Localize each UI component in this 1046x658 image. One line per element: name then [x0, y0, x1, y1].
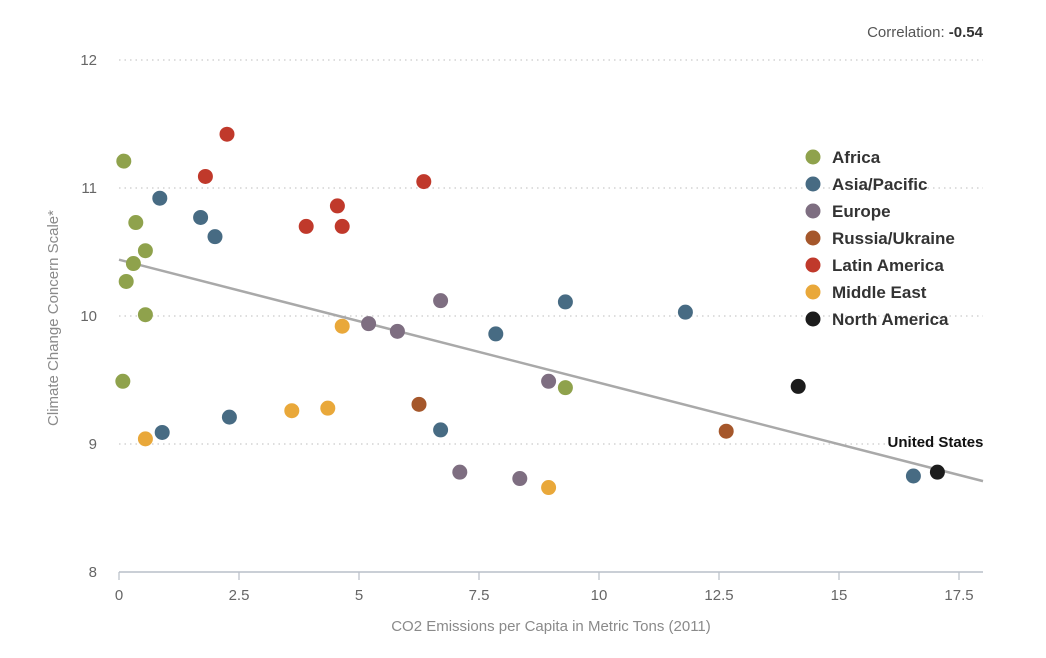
y-axis-title: Climate Change Concern Scale*: [45, 210, 62, 426]
legend-label-latin-america: Latin America: [832, 256, 944, 275]
legend-marker-africa: [805, 149, 821, 165]
legend-marker-latin-america: [805, 257, 821, 273]
correlation-label: Correlation:: [867, 24, 945, 41]
point-europe[interactable]: [389, 323, 405, 339]
x-tick-label: 15: [831, 587, 848, 604]
x-tick-label: 2.5: [229, 587, 250, 604]
x-tick-label: 10: [591, 587, 608, 604]
annotations: United States: [888, 434, 984, 451]
point-europe[interactable]: [512, 471, 528, 487]
legend-marker-europe: [805, 203, 821, 219]
trendline-group: [118, 258, 984, 483]
x-tick-labels: 0 2.5 5 7.5 10 12.5 15 17.5: [115, 572, 974, 604]
point-africa[interactable]: [125, 256, 141, 272]
y-tick-labels: 8 9 10 11 12: [80, 52, 97, 581]
legend-label-russia-ukraine: Russia/Ukraine: [832, 229, 955, 248]
correlation-value: -0.54: [949, 24, 984, 41]
y-tick-label: 8: [89, 564, 97, 581]
y-tick-label: 11: [81, 180, 97, 197]
x-tick-label: 12.5: [704, 587, 733, 604]
point-russia-ukraine[interactable]: [411, 396, 427, 412]
x-tick-label: 17.5: [944, 587, 973, 604]
point-asia-pacific[interactable]: [557, 294, 573, 310]
point-europe[interactable]: [361, 316, 377, 332]
legend-label-europe: Europe: [832, 202, 891, 221]
point-africa[interactable]: [118, 273, 134, 289]
x-axis-title: CO2 Emissions per Capita in Metric Tons …: [391, 618, 711, 635]
annotation-label: United States: [888, 434, 984, 451]
point-europe[interactable]: [541, 373, 557, 389]
point-europe[interactable]: [452, 464, 468, 480]
point-asia-pacific[interactable]: [154, 424, 170, 440]
trendline: [118, 258, 984, 483]
point-north-america[interactable]: [790, 378, 806, 394]
correlation-readout: Correlation: -0.54: [867, 24, 984, 41]
point-latin-america[interactable]: [334, 218, 350, 234]
gridlines: [119, 59, 983, 445]
point-latin-america[interactable]: [416, 174, 432, 190]
x-tick-label: 5: [355, 587, 363, 604]
point-asia-pacific[interactable]: [193, 209, 209, 225]
point-middle-east[interactable]: [284, 403, 300, 419]
legend: Africa Asia/Pacific Europe Russia/Ukraine La…: [805, 148, 955, 329]
y-tick-label: 9: [89, 436, 97, 453]
point-africa[interactable]: [128, 215, 144, 231]
point-africa[interactable]: [557, 380, 573, 396]
point-asia-pacific[interactable]: [905, 468, 921, 484]
point-africa[interactable]: [137, 243, 153, 259]
point-middle-east[interactable]: [137, 431, 153, 447]
point-africa[interactable]: [115, 373, 131, 389]
point-russia-ukraine[interactable]: [718, 423, 734, 439]
point-asia-pacific[interactable]: [221, 409, 237, 425]
point-asia-pacific[interactable]: [433, 422, 449, 438]
legend-label-middle-east: Middle East: [832, 283, 927, 302]
legend-marker-russia-ukraine: [805, 230, 821, 246]
point-middle-east[interactable]: [320, 400, 336, 416]
x-tick-label: 0: [115, 587, 123, 604]
point-africa[interactable]: [116, 153, 132, 169]
point-middle-east[interactable]: [541, 480, 557, 496]
point-asia-pacific[interactable]: [152, 190, 168, 206]
point-europe[interactable]: [433, 293, 449, 309]
point-asia-pacific[interactable]: [207, 229, 223, 245]
legend-label-north-america: North America: [832, 310, 949, 329]
legend-marker-middle-east: [805, 284, 821, 300]
point-asia-pacific[interactable]: [677, 304, 693, 320]
point-africa[interactable]: [137, 307, 153, 323]
legend-label-africa: Africa: [832, 148, 881, 167]
data-points: [115, 126, 945, 496]
point-asia-pacific[interactable]: [488, 326, 504, 342]
point-latin-america[interactable]: [197, 168, 213, 184]
point-middle-east[interactable]: [334, 318, 350, 334]
legend-marker-north-america: [805, 311, 821, 327]
x-tick-label: 7.5: [469, 587, 490, 604]
point-latin-america[interactable]: [329, 198, 345, 214]
legend-label-asia-pacific: Asia/Pacific: [832, 175, 927, 194]
y-tick-label: 10: [80, 308, 97, 325]
point-latin-america[interactable]: [219, 126, 235, 142]
point-north-america[interactable]: [929, 464, 945, 480]
legend-marker-asia-pacific: [805, 176, 821, 192]
y-tick-label: 12: [80, 52, 97, 69]
point-latin-america[interactable]: [298, 218, 314, 234]
